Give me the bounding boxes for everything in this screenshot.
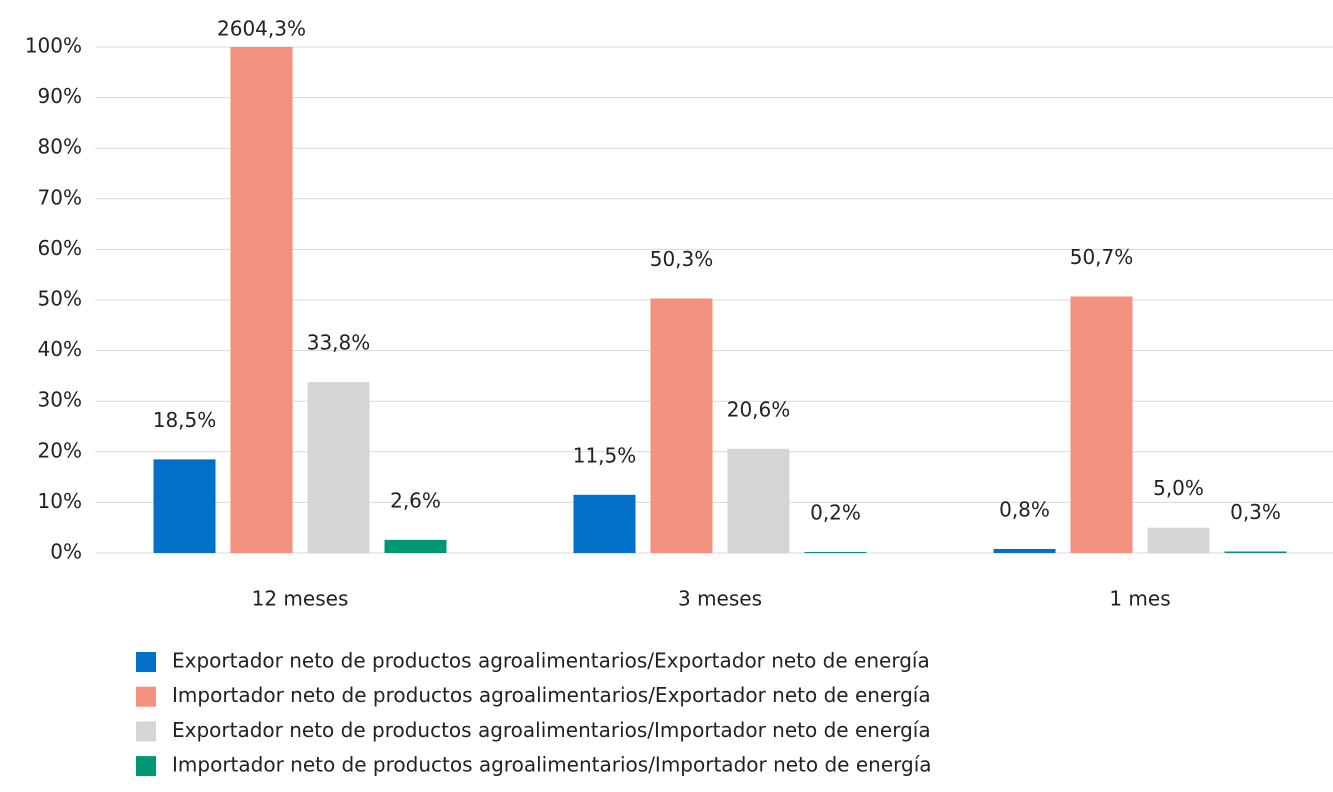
bar [230, 47, 293, 553]
value-label: 2,6% [390, 488, 441, 512]
value-label: 2604,3% [217, 17, 306, 41]
value-label: 18,5% [153, 408, 217, 432]
labels: 0% 10% 20% 30% 40% 50% 60% 70% 80% 90% 100% 12 mese… [25, 17, 1281, 777]
value-label: 0,3% [1230, 500, 1281, 524]
y-tick-label: 60% [38, 236, 82, 260]
legend-swatch [136, 721, 156, 742]
y-tick-label: 100% [25, 34, 82, 58]
bar [573, 494, 636, 553]
value-label: 50,7% [1070, 245, 1134, 269]
legend-swatch [136, 686, 156, 707]
legend-swatch [136, 652, 156, 672]
value-label: 0,2% [810, 500, 861, 524]
bar [384, 539, 447, 553]
bar [307, 381, 370, 553]
bars [153, 47, 1287, 553]
y-tick-label: 50% [38, 287, 82, 311]
legend-swatch [136, 756, 156, 777]
legend-label: Exportador neto de productos agroaliment… [172, 649, 930, 673]
y-tick-label: 40% [38, 337, 82, 361]
y-tick-label: 70% [38, 185, 82, 209]
value-label: 33,8% [307, 330, 371, 354]
x-tick-label: 12 meses [252, 587, 349, 611]
legend-label: Exportador neto de productos agroaliment… [172, 718, 931, 742]
bar [727, 448, 790, 553]
value-label: 20,6% [727, 397, 791, 421]
bar [993, 548, 1056, 553]
y-tick-label: 20% [38, 438, 82, 462]
y-tick-label: 0% [50, 540, 82, 564]
y-tick-label: 90% [38, 84, 82, 108]
bar [1224, 551, 1287, 553]
grid [95, 46, 1333, 554]
bar [1147, 527, 1210, 553]
x-tick-label: 1 mes [1109, 587, 1170, 611]
legend-label: Importador neto de productos agroaliment… [172, 683, 931, 707]
value-label: 50,3% [650, 247, 714, 271]
y-tick-label: 80% [38, 135, 82, 159]
x-tick-label: 3 meses [678, 587, 762, 611]
value-label: 11,5% [573, 443, 637, 467]
bar [1070, 296, 1133, 553]
value-label: 0,8% [999, 497, 1050, 521]
y-tick-label: 10% [38, 489, 82, 513]
bar [650, 298, 713, 553]
legend-label: Importador neto de productos agroaliment… [172, 753, 932, 777]
bar [153, 459, 216, 553]
y-tick-label: 30% [38, 388, 82, 412]
bar [804, 551, 867, 553]
value-label: 5,0% [1153, 476, 1204, 500]
